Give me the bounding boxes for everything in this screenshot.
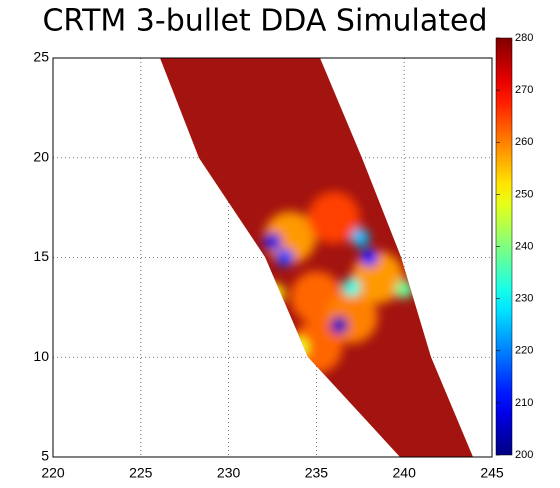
feature <box>351 228 370 247</box>
x-tick-label: 240 <box>393 465 417 481</box>
colorbar-tick-label: 240 <box>515 240 533 252</box>
y-tick-label: 25 <box>33 49 49 65</box>
feature <box>342 278 361 297</box>
x-tick-label: 230 <box>217 465 241 481</box>
y-tick-label: 20 <box>33 148 49 164</box>
x-tick-label: 220 <box>41 465 65 481</box>
plot-frame <box>52 57 493 458</box>
y-tick-label: 15 <box>33 248 49 264</box>
colorbar-tick-label: 210 <box>515 397 533 409</box>
x-tick-label: 235 <box>305 465 329 481</box>
feature <box>275 248 294 267</box>
y-tick-label: 10 <box>33 348 49 364</box>
swath <box>160 58 473 457</box>
feature <box>264 211 317 264</box>
y-tick-label: 5 <box>41 448 49 464</box>
colorbar-tick-label: 280 <box>515 32 533 44</box>
feature <box>263 232 282 251</box>
colorbar-tick-label: 250 <box>515 188 533 200</box>
x-tick-label: 225 <box>129 465 153 481</box>
feature <box>395 280 414 299</box>
chart-title: CRTM 3-bullet DDA Simulated <box>42 4 487 39</box>
colorbar-tick-label: 270 <box>515 84 533 96</box>
colorbar-tick-label: 230 <box>515 293 533 305</box>
labels: 220 225 230 235 240 245 5 10 15 20 25 200 210 220 230 2… <box>33 32 533 481</box>
feature <box>330 316 349 335</box>
x-tick-label: 245 <box>480 465 504 481</box>
colorbar-tick-label: 200 <box>515 449 533 461</box>
feature <box>360 248 379 267</box>
colorbar-tick-label: 260 <box>515 136 533 148</box>
colorbar-tick-label: 220 <box>515 345 533 357</box>
feature <box>307 191 360 244</box>
